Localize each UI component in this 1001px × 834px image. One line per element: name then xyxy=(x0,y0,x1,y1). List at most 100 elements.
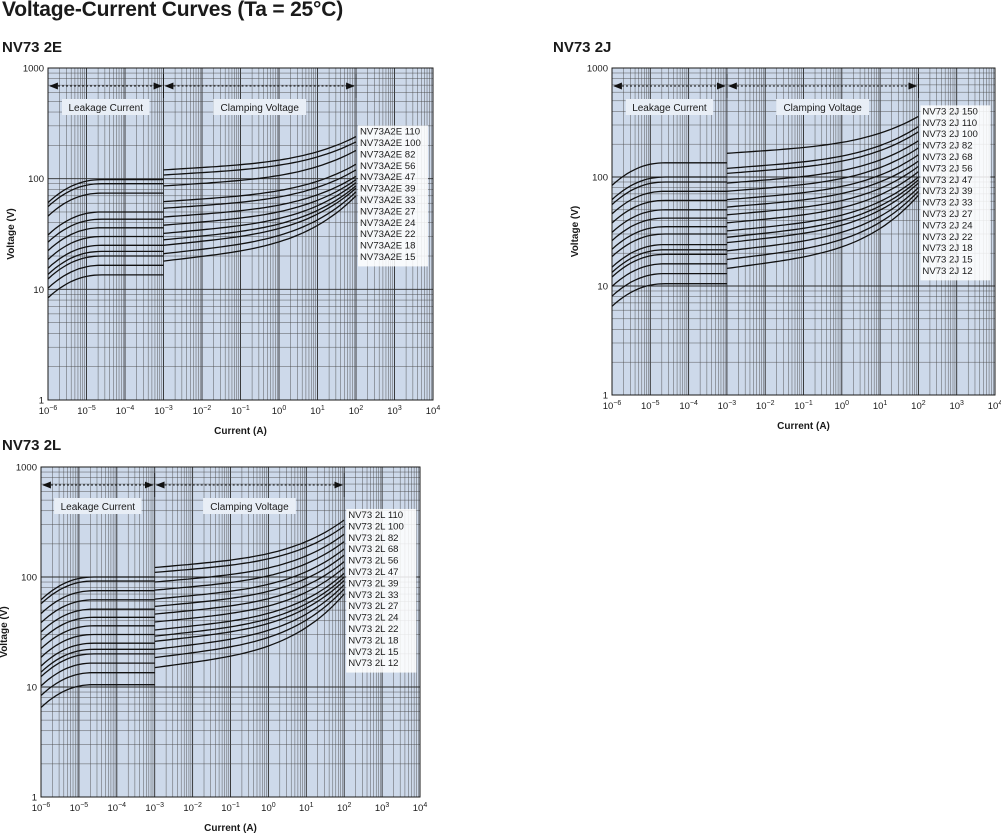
series-label: NV73 2J 33 xyxy=(922,198,972,209)
series-label: NV73 2J 39 xyxy=(922,186,972,197)
series-line xyxy=(40,633,155,658)
x-tick-label: 104 xyxy=(988,400,1001,412)
series-label: NV73 2L 18 xyxy=(348,635,398,646)
y-tick-label: 10 xyxy=(597,282,608,293)
series-line xyxy=(154,572,345,631)
series-label: NV73 2L 56 xyxy=(348,556,398,567)
series-label: NV73A2E 110 xyxy=(360,127,420,138)
series-line xyxy=(163,187,357,246)
y-axis-label: Voltage (V) xyxy=(6,208,17,259)
series-line xyxy=(47,250,164,275)
chart-title-2l: NV73 2L xyxy=(2,437,62,454)
x-tick-label: 10−2 xyxy=(193,405,212,417)
series-label: NV73 2J 100 xyxy=(922,129,977,140)
series-label: NV73 2L 24 xyxy=(348,613,399,624)
series-label: NV73 2L 39 xyxy=(348,578,398,589)
series-line xyxy=(154,519,345,569)
x-tick-label: 10−4 xyxy=(108,802,127,814)
x-tick-label: 10−5 xyxy=(70,802,89,814)
series-label: NV73A2E 56 xyxy=(360,161,415,172)
series-line xyxy=(154,566,345,623)
series-label: NV73 2J 18 xyxy=(922,243,972,254)
y-tick-label: 1000 xyxy=(23,64,44,75)
series-label: NV73 2J 56 xyxy=(922,163,972,174)
series-line xyxy=(163,195,357,262)
series-label: NV73 2J 150 xyxy=(922,106,977,117)
series-line xyxy=(154,584,345,650)
chart-panel-2e: 1 10 100 1000 10−6 10−5 10−4 10−3 10−2 10−1 100 101… xyxy=(6,64,440,438)
x-axis-label: Current (A) xyxy=(214,426,267,437)
series-label: NV73 2J 27 xyxy=(922,209,972,220)
region-label: Clamping Voltage xyxy=(783,103,862,114)
x-tick-label: 100 xyxy=(835,400,850,412)
region-label: Clamping Voltage xyxy=(210,502,289,513)
series-label: NV73 2J 24 xyxy=(922,220,973,231)
x-tick-label: 104 xyxy=(426,405,441,417)
series-line xyxy=(611,226,727,250)
series-line xyxy=(47,255,164,280)
series-label: NV73 2L 47 xyxy=(348,567,398,578)
series-line xyxy=(47,244,164,269)
series-line xyxy=(154,525,345,574)
series-label: NV73 2L 100 xyxy=(348,521,404,532)
series-line xyxy=(726,154,919,201)
x-tick-label: 10−2 xyxy=(756,400,775,412)
x-tick-label: 10−1 xyxy=(231,405,250,417)
series-line xyxy=(611,199,727,224)
series-line xyxy=(611,217,727,242)
series-label: NV73A2E 27 xyxy=(360,206,415,217)
series-line xyxy=(163,182,357,235)
series-line xyxy=(47,192,164,217)
series-line xyxy=(611,263,727,287)
series-line xyxy=(40,642,155,667)
series-label: NV73A2E 82 xyxy=(360,149,415,160)
series-line xyxy=(726,190,919,261)
region-label-bg xyxy=(62,99,150,115)
series-line xyxy=(163,141,357,176)
series-label: NV73A2E 39 xyxy=(360,184,415,195)
chart-title-2e: NV73 2E xyxy=(2,39,63,56)
region-label-bg xyxy=(776,99,870,115)
series-line xyxy=(154,588,345,659)
series-line xyxy=(40,616,155,641)
series-line xyxy=(154,548,345,600)
series-line xyxy=(47,227,164,252)
series-line xyxy=(40,648,155,673)
series-label: NV73 2J 12 xyxy=(922,266,972,277)
y-axis-label: Voltage (V) xyxy=(570,206,581,257)
series-line xyxy=(47,211,164,236)
x-tick-label: 10−6 xyxy=(32,802,51,814)
x-tick-label: 10−6 xyxy=(603,400,622,412)
series-line xyxy=(47,235,164,260)
series-line xyxy=(40,672,155,696)
y-tick-label: 100 xyxy=(592,173,608,184)
series-line xyxy=(163,185,357,241)
series-line xyxy=(611,272,727,297)
region-label: Leakage Current xyxy=(69,103,144,114)
plot-frame xyxy=(47,67,434,401)
x-tick-label: 10−4 xyxy=(679,400,698,412)
series-label: NV73 2J 68 xyxy=(922,152,972,163)
series-line xyxy=(611,249,727,273)
y-axis-label: Voltage (V) xyxy=(0,606,10,657)
x-tick-label: 100 xyxy=(272,405,287,417)
series-line xyxy=(726,179,919,238)
series-line xyxy=(40,653,155,678)
y-tick-label: 1 xyxy=(39,396,44,407)
x-tick-label: 101 xyxy=(873,400,888,412)
series-line xyxy=(47,274,164,299)
series-line xyxy=(611,253,727,278)
series-line xyxy=(163,175,357,218)
series-label: NV73 2L 82 xyxy=(348,533,398,544)
x-tick-label: 101 xyxy=(299,802,314,814)
series-line xyxy=(47,178,164,204)
series-line xyxy=(163,169,357,209)
x-tick-label: 103 xyxy=(949,400,964,412)
series-line xyxy=(726,176,919,232)
series-line xyxy=(163,179,357,226)
series-line xyxy=(47,218,164,243)
series-line xyxy=(154,580,345,643)
series-line xyxy=(40,580,155,605)
series-line xyxy=(726,182,919,244)
series-label-bg xyxy=(358,125,428,267)
